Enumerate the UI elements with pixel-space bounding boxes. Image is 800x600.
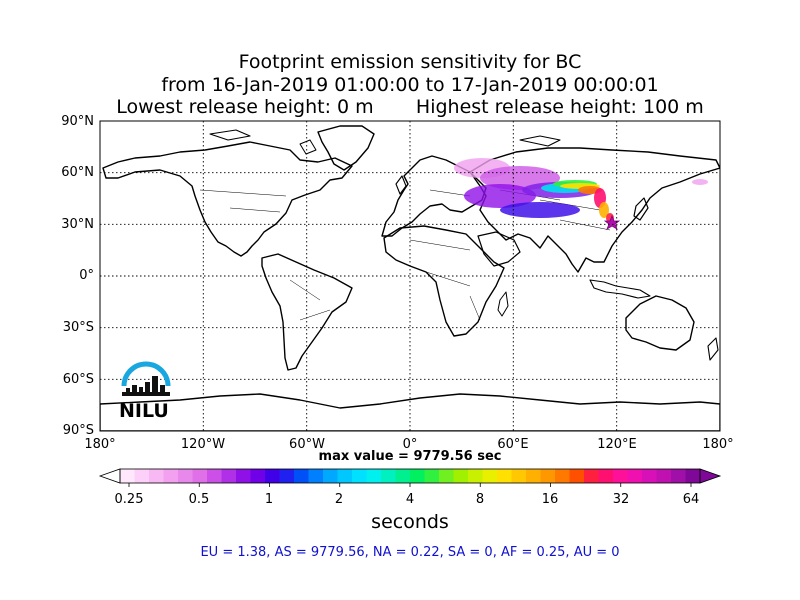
colorbar-segment xyxy=(453,469,469,483)
colorbar-tick-label: 16 xyxy=(541,492,559,507)
colorbar-segment xyxy=(120,469,135,483)
colorbar-segment xyxy=(613,469,628,483)
colorbar-segment xyxy=(642,469,657,483)
colorbar-segment xyxy=(511,469,527,483)
max-value-label: max value = 9779.56 sec xyxy=(318,449,502,464)
title-line-2: from 16-Jan-2019 01:00:00 to 17-Jan-2019… xyxy=(161,74,659,96)
colorbar-segment xyxy=(526,469,541,483)
colorbar-segment xyxy=(294,469,309,483)
colorbar-segment xyxy=(584,469,599,483)
colorbar-tick-label: 1 xyxy=(264,492,274,507)
colorbar-segment xyxy=(163,469,179,483)
colorbar-segment xyxy=(424,469,440,483)
lon-tick: 60°E xyxy=(497,437,529,452)
australia-outline xyxy=(625,295,695,351)
colorbar-segment xyxy=(250,469,266,483)
title-line-1: Footprint emission sensitivity for BC xyxy=(238,51,582,73)
colorbar-segment xyxy=(221,469,237,483)
map-frame xyxy=(99,120,721,432)
colorbar-tick-label: 2 xyxy=(334,492,344,507)
lat-tick: 0° xyxy=(79,268,94,283)
colorbar-segment xyxy=(410,469,425,483)
colorbar-segment xyxy=(482,469,498,483)
colorbar-segment xyxy=(149,469,164,483)
lon-tick: 60°W xyxy=(289,437,325,452)
colorbar-segment xyxy=(395,469,411,483)
colorbar-segment xyxy=(656,469,672,483)
colorbar-tick-label: 8 xyxy=(475,492,485,507)
north-america-outline xyxy=(102,141,353,257)
lat-tick: 30°S xyxy=(62,320,94,335)
lon-tick: 180° xyxy=(702,437,734,452)
arctic-islands-outline xyxy=(209,129,561,147)
arabia-outline xyxy=(477,231,521,267)
nilu-logo-icon xyxy=(121,361,171,396)
colorbar-segment xyxy=(497,469,512,483)
colorbar-segment xyxy=(352,469,367,483)
lon-tick: 120°E xyxy=(597,437,637,452)
colorbar-segment xyxy=(598,469,614,483)
colorbar-segment xyxy=(468,469,483,483)
asia-outline xyxy=(469,147,720,273)
grid-lines xyxy=(100,121,720,431)
colorbar-segment xyxy=(192,469,208,483)
colorbar-segment xyxy=(439,469,454,483)
indonesia-outline xyxy=(589,279,651,299)
antarctica-outline xyxy=(100,393,720,431)
greenland-outline xyxy=(317,125,375,171)
regions-summary: EU = 1.38, AS = 9779.56, NA = 0.22, SA =… xyxy=(200,545,620,560)
colorbar-segment xyxy=(671,469,686,483)
colorbar-segment xyxy=(308,469,324,483)
colorbar-segment xyxy=(569,469,585,483)
colorbar-segment xyxy=(207,469,222,483)
colorbar-segment xyxy=(265,469,280,483)
colorbar-segment xyxy=(337,469,353,483)
japan-outline xyxy=(633,197,649,221)
lat-tick: 90°N xyxy=(61,114,94,129)
colorbar-low-extension xyxy=(98,468,121,484)
colorbar-segment xyxy=(381,469,396,483)
new-zealand-outline xyxy=(707,337,719,361)
star-marker-icon xyxy=(603,214,621,230)
lon-tick: 180° xyxy=(84,437,116,452)
colorbar-segment xyxy=(540,469,556,483)
colorbar-tick-label: 64 xyxy=(682,492,700,507)
colorbar-segment xyxy=(134,469,150,483)
lon-tick: 0° xyxy=(402,437,418,452)
madagascar-outline xyxy=(497,291,509,317)
colorbar-segment xyxy=(685,469,701,483)
colorbar-segment xyxy=(178,469,193,483)
colorbar-segment xyxy=(627,469,643,483)
colorbar-segment xyxy=(366,469,382,483)
colorbar-tick-label: 0.25 xyxy=(114,492,144,507)
colorbar-tick-label: 32 xyxy=(612,492,630,507)
lat-tick: 30°N xyxy=(61,217,94,232)
title-line-3: Lowest release height: 0 m Highest relea… xyxy=(116,96,704,118)
lat-tick: 90°S xyxy=(62,423,94,438)
colorbar-tick-label: 4 xyxy=(405,492,415,507)
lat-tick: 60°N xyxy=(61,165,94,180)
colorbar-segment xyxy=(279,469,295,483)
south-america-outline xyxy=(261,253,353,371)
colorbar-tick-label: 0.5 xyxy=(188,492,210,507)
colorbar-segment xyxy=(236,469,251,483)
uk-outline xyxy=(395,175,407,195)
colorbar-high-extension xyxy=(699,468,722,484)
colorbar-unit-label: seconds xyxy=(371,511,449,533)
africa-outline xyxy=(383,225,505,337)
colorbar-segment xyxy=(323,469,338,483)
nilu-logo-text: NILU xyxy=(119,400,169,422)
lon-tick: 120°W xyxy=(180,437,226,452)
lat-tick: 60°S xyxy=(62,372,94,387)
colorbar-segment xyxy=(555,469,570,483)
